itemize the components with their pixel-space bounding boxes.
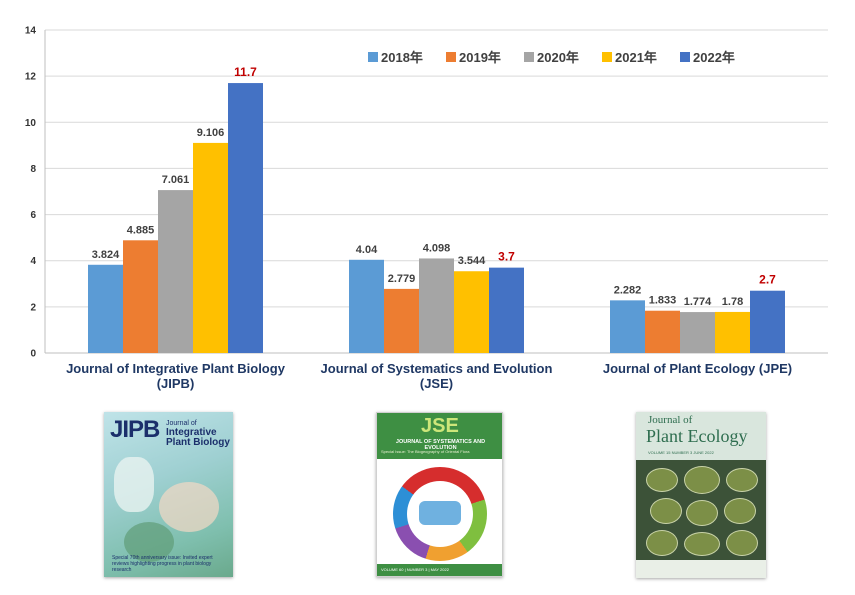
cover-illustration bbox=[124, 522, 174, 562]
jipb-cover-image: JIPB Journal of Integrative Plant Biolog… bbox=[104, 412, 233, 577]
data-label: 3.544 bbox=[458, 255, 486, 267]
legend-entry: 2018年 bbox=[381, 50, 423, 65]
bar-2020年-0 bbox=[158, 190, 193, 353]
cover-header bbox=[636, 412, 766, 460]
jse-cover-footer: VOLUME 60 | NUMBER 3 | MAY 2022 bbox=[377, 564, 502, 576]
bar-2021年-0 bbox=[193, 142, 228, 353]
bar-2022年-2 bbox=[750, 290, 785, 353]
cover-photo bbox=[726, 468, 758, 492]
jpe-cover-title: Plant Ecology bbox=[646, 426, 748, 446]
data-label: 4.04 bbox=[356, 244, 378, 256]
cover-photo bbox=[684, 532, 720, 556]
cover-illustration bbox=[114, 457, 154, 512]
data-label: 2.282 bbox=[614, 284, 642, 296]
bar-chart: 0 2 4 6 8 10 12 14 3.824 4.885 7.061 9.106 11.7 Journ… bbox=[25, 26, 828, 391]
data-label: 3.824 bbox=[92, 249, 120, 261]
bar-2022年-1 bbox=[489, 267, 524, 353]
jse-cover-image: JSE JOURNAL OF SYSTEMATICS AND EVOLUTION… bbox=[376, 412, 503, 577]
cover-world-map bbox=[419, 501, 461, 525]
cover-photo bbox=[686, 500, 718, 526]
bar-2019年-2 bbox=[645, 310, 680, 353]
jse-cover-subtitle: JOURNAL OF SYSTEMATICS AND EVOLUTION bbox=[395, 439, 486, 451]
y-tick-label: 8 bbox=[30, 164, 36, 175]
cover-publisher-logos bbox=[636, 560, 766, 578]
bar-2019年-1 bbox=[384, 288, 419, 353]
legend-swatch bbox=[524, 52, 534, 62]
y-tick-label: 14 bbox=[25, 26, 37, 37]
jpe-cover-title-small: Journal of bbox=[648, 414, 693, 426]
y-tick-label: 6 bbox=[30, 210, 36, 221]
data-label: 1.774 bbox=[684, 296, 712, 308]
x-category-label: Journal of Systematics and Evolution bbox=[321, 361, 553, 376]
y-tick-label: 0 bbox=[30, 349, 36, 360]
y-tick-label: 2 bbox=[30, 302, 36, 313]
cover-photo bbox=[726, 530, 758, 556]
legend-entry: 2019年 bbox=[459, 50, 501, 65]
cover-header-band bbox=[377, 413, 502, 459]
legend-entry: 2021年 bbox=[615, 50, 657, 65]
jipb-cover-footer: Special 70th anniversary issue: Invited … bbox=[112, 555, 213, 573]
data-label: 2.779 bbox=[388, 273, 416, 285]
bar-2020年-2 bbox=[680, 312, 715, 353]
cover-illustration bbox=[159, 482, 219, 532]
jipb-cover-subtitle: Integrative Plant Biology bbox=[166, 427, 230, 448]
y-tick-label: 12 bbox=[25, 72, 37, 83]
x-category-label: (JIPB) bbox=[157, 376, 195, 391]
bar-2021年-1 bbox=[454, 271, 489, 353]
y-tick-label: 10 bbox=[25, 118, 37, 129]
cover-photo bbox=[684, 466, 720, 494]
jipb-cover-subtitle-small: Journal of bbox=[166, 420, 197, 427]
legend-swatch bbox=[446, 52, 456, 62]
y-tick-label: 4 bbox=[30, 256, 36, 267]
data-label: 2.7 bbox=[759, 273, 776, 287]
jpe-cover-subtitle: VOLUME 15 NUMBER 3 JUNE 2022 bbox=[648, 450, 714, 455]
data-label: 1.78 bbox=[722, 296, 743, 308]
x-category-label: Journal of Integrative Plant Biology bbox=[66, 361, 286, 376]
cover-photo bbox=[650, 498, 682, 524]
data-label: 4.885 bbox=[127, 224, 155, 236]
legend-swatch bbox=[680, 52, 690, 62]
jse-cover-title: JSE bbox=[421, 415, 459, 437]
bar-2018年-2 bbox=[610, 300, 645, 353]
legend-entry: 2020年 bbox=[537, 50, 579, 65]
legend-entry: 2022年 bbox=[693, 50, 735, 65]
cover-photo bbox=[724, 498, 756, 524]
data-label: 11.7 bbox=[234, 65, 257, 79]
jse-cover-issue: Special Issue: The Biogeography of Orien… bbox=[381, 449, 470, 454]
x-category-label: (JSE) bbox=[420, 376, 453, 391]
bar-2018年-0 bbox=[88, 264, 123, 353]
data-label: 1.833 bbox=[649, 295, 677, 307]
bar-2022年-0 bbox=[228, 83, 263, 354]
bar-2020年-1 bbox=[419, 258, 454, 353]
x-category-label: Journal of Plant Ecology (JPE) bbox=[603, 361, 792, 376]
data-label: 9.106 bbox=[197, 127, 225, 139]
legend-swatch bbox=[368, 52, 378, 62]
bar-2021年-2 bbox=[715, 311, 750, 353]
jipb-cover-title: JIPB bbox=[110, 416, 160, 443]
data-label: 3.7 bbox=[498, 250, 515, 264]
legend-swatch bbox=[602, 52, 612, 62]
jpe-cover-image: Journal of Plant Ecology VOLUME 15 NUMBE… bbox=[636, 412, 766, 578]
data-label: 7.061 bbox=[162, 174, 190, 186]
cover-photo bbox=[646, 468, 678, 492]
bar-2019年-0 bbox=[123, 240, 158, 353]
cover-photo bbox=[646, 530, 678, 556]
data-label: 4.098 bbox=[423, 242, 451, 254]
bar-2018年-1 bbox=[349, 259, 384, 353]
